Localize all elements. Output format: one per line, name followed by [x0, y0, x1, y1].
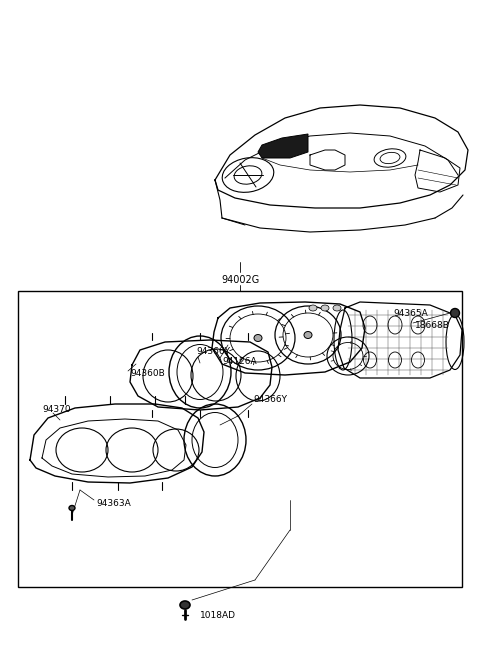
Ellipse shape: [304, 331, 312, 339]
Text: 94360B: 94360B: [130, 369, 165, 379]
Text: 94366Y: 94366Y: [196, 348, 230, 356]
Ellipse shape: [309, 305, 317, 311]
Bar: [18, 291, 462, 587]
Ellipse shape: [333, 305, 341, 311]
Text: 94002G: 94002G: [221, 275, 259, 285]
Text: 94370: 94370: [42, 405, 71, 415]
Ellipse shape: [321, 305, 329, 311]
Text: 1018AD: 1018AD: [200, 612, 236, 620]
Text: 94366Y: 94366Y: [253, 396, 287, 405]
Ellipse shape: [254, 335, 262, 341]
Text: 94126A: 94126A: [222, 358, 257, 367]
Ellipse shape: [180, 601, 190, 609]
Ellipse shape: [451, 309, 459, 318]
Polygon shape: [258, 134, 308, 158]
Text: 94363A: 94363A: [96, 500, 131, 508]
Text: 18668B: 18668B: [415, 322, 450, 331]
Ellipse shape: [69, 506, 75, 510]
Text: 94365A: 94365A: [393, 310, 428, 318]
